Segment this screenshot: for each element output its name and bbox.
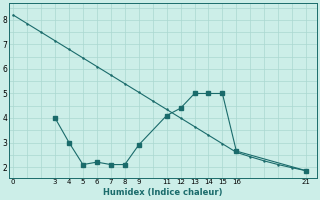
X-axis label: Humidex (Indice chaleur): Humidex (Indice chaleur) bbox=[103, 188, 223, 197]
